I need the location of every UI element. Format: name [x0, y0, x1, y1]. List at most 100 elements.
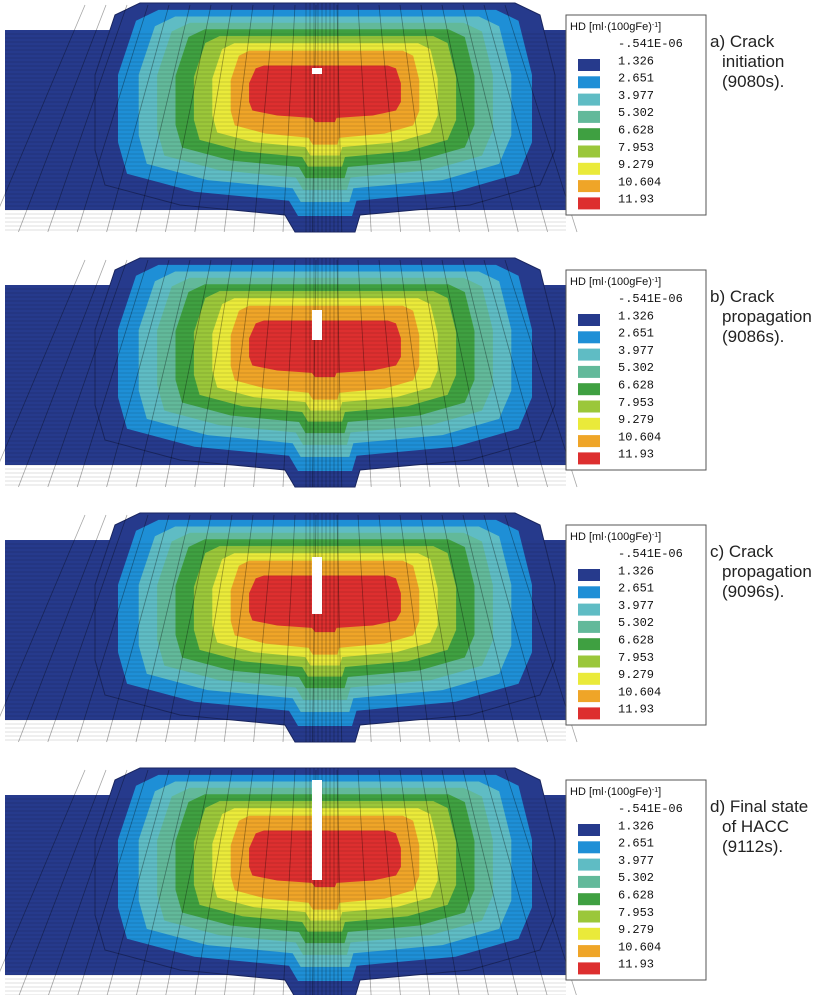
crack [312, 780, 322, 880]
legend-title-end: ] [658, 531, 661, 543]
legend-swatch [578, 875, 600, 888]
legend-swatch [578, 110, 600, 123]
legend-title-end: ] [658, 786, 661, 798]
legend-swatch [578, 348, 600, 361]
legend-swatch [578, 824, 600, 836]
mesh-line [106, 4, 170, 233]
mesh-line [223, 259, 254, 488]
legend-title-sup: -1 [652, 22, 658, 29]
mesh-line [483, 769, 548, 995]
mesh-line [441, 769, 489, 995]
legend-title: HD [ml·(100gFe)-1] [570, 21, 661, 33]
legend-label: 11.93 [618, 448, 654, 462]
legend-label: 1.326 [618, 54, 654, 68]
mesh-line [483, 514, 548, 743]
mesh-line [336, 259, 343, 488]
legend-title-sup: -1 [652, 532, 658, 539]
legend-label: 2.651 [618, 72, 654, 86]
legend-title-end: ] [658, 21, 661, 33]
legend-swatch [578, 945, 600, 958]
mesh-line [282, 259, 296, 488]
mesh-line [420, 259, 460, 488]
legend-label: 7.953 [618, 651, 654, 665]
mesh-line [0, 4, 86, 208]
legend-label: 11.93 [618, 703, 654, 717]
mesh-line [357, 259, 372, 488]
mesh-line [378, 514, 401, 743]
legend-swatch [578, 638, 600, 651]
caption: c) Crack [710, 542, 774, 561]
legend-label: 10.604 [618, 430, 661, 444]
mesh-line [223, 514, 254, 743]
legend-swatch [578, 59, 600, 71]
mesh-line [399, 514, 431, 743]
caption: (9080s). [722, 72, 784, 91]
mesh-line [282, 514, 296, 743]
legend-title-sup: -1 [652, 277, 658, 284]
legend-label: 9.279 [618, 413, 654, 427]
legend-label: 3.977 [618, 89, 654, 103]
mesh-line [357, 514, 372, 743]
caption: propagation [722, 562, 812, 581]
mesh-line [76, 514, 149, 743]
legend-swatch [578, 435, 600, 448]
legend-label: 5.302 [618, 616, 654, 630]
mesh-line [312, 4, 317, 233]
panel: HD [ml·(100gFe)-1] -.541E-06 1.326 2.651 3.9… [0, 2, 784, 233]
legend-swatch [578, 162, 600, 175]
mesh-line [282, 769, 296, 995]
caption: propagation [722, 307, 812, 326]
caption: of HACC [722, 817, 789, 836]
legend-label: 5.302 [618, 871, 654, 885]
mesh-line [378, 4, 401, 233]
mesh-line [135, 4, 191, 233]
caption: (9086s). [722, 327, 784, 346]
mesh-line [378, 259, 401, 488]
mesh-line [18, 769, 107, 995]
mesh-line [336, 4, 343, 233]
legend-label: 5.302 [618, 106, 654, 120]
legend-label: 3.977 [618, 599, 654, 613]
mesh-line [165, 4, 212, 233]
legend-label: -.541E-06 [618, 292, 683, 306]
mesh-line [253, 514, 275, 743]
mesh-line [504, 769, 577, 995]
mesh-line [420, 769, 460, 995]
legend-label: 7.953 [618, 906, 654, 920]
legend-swatch [578, 180, 600, 193]
legend-swatch [578, 93, 600, 106]
legend-swatch [578, 417, 600, 430]
mesh-line [399, 4, 431, 233]
legend-title: HD [ml·(100gFe)-1] [570, 531, 661, 543]
mesh-line [18, 514, 107, 743]
mesh-line [165, 769, 212, 995]
mesh-line [483, 259, 548, 488]
mesh-line [0, 769, 86, 973]
mesh-line [504, 4, 578, 233]
legend-swatch [578, 841, 600, 854]
legend-title-sup: -1 [652, 787, 658, 794]
legend-label: 2.651 [618, 582, 654, 596]
mesh-line [282, 4, 296, 233]
mesh-line [253, 4, 275, 233]
legend-label: 6.628 [618, 634, 654, 648]
mesh-line [504, 259, 578, 488]
contour-band [249, 830, 401, 888]
panel: HD [ml·(100gFe)-1] -.541E-06 1.326 2.651 3.9… [0, 767, 808, 995]
mesh-line [48, 769, 128, 995]
caption: initiation [722, 52, 784, 71]
mesh-line [165, 259, 212, 488]
legend-swatch [578, 197, 600, 210]
legend-swatch [578, 331, 600, 344]
mesh-line [194, 769, 233, 995]
caption: (9096s). [722, 582, 784, 601]
legend-swatch [578, 128, 600, 141]
mesh-line [253, 769, 275, 995]
legend-label: 10.604 [618, 685, 661, 699]
mesh-line [47, 259, 128, 488]
legend-swatch [578, 452, 600, 465]
mesh-line [357, 4, 372, 233]
legend-label: 10.604 [618, 175, 661, 189]
mesh-line [224, 769, 254, 995]
mesh-line [253, 259, 275, 488]
